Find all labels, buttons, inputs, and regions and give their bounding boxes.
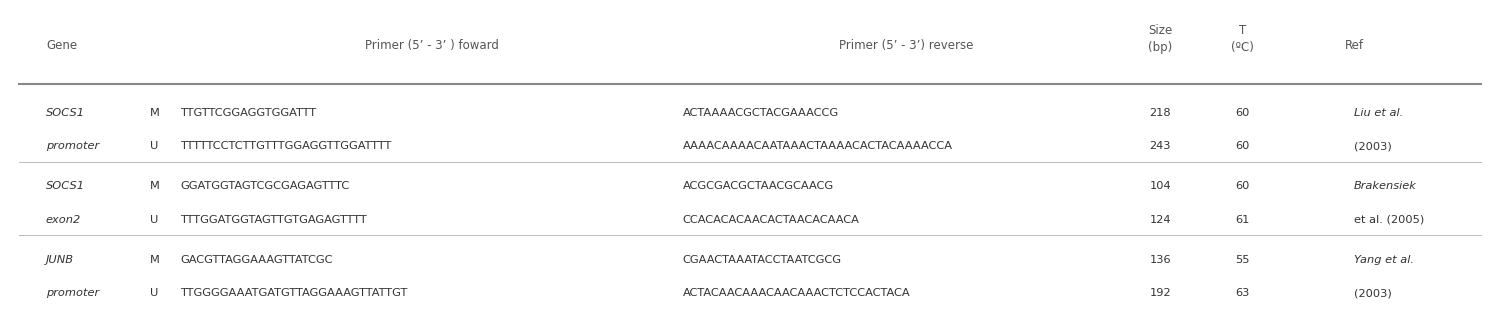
Text: U: U (150, 288, 159, 298)
Text: T
(ºC): T (ºC) (1232, 24, 1254, 54)
Text: Brakensiek: Brakensiek (1354, 181, 1418, 191)
Text: GGATGGTAGTCGCGAGAGTTTC: GGATGGTAGTCGCGAGAGTTTC (180, 181, 350, 191)
Text: (2003): (2003) (1354, 141, 1392, 151)
Text: CGAACTAAATACCTAATCGCG: CGAACTAAATACCTAATCGCG (682, 255, 842, 265)
Text: TTGTTCGGAGGTGGATTT: TTGTTCGGAGGTGGATTT (180, 108, 316, 118)
Text: U: U (150, 215, 159, 225)
Text: TTTGGATGGTAGTTGTGAGAGTTTT: TTTGGATGGTAGTTGTGAGAGTTTT (180, 215, 368, 225)
Text: GACGTTAGGAAAGTTATCGC: GACGTTAGGAAAGTTATCGC (180, 255, 333, 265)
Text: ACTACAACAAACAACAAACTCTCCACTACA: ACTACAACAAACAACAAACTCTCCACTACA (682, 288, 910, 298)
Text: et al. (2005): et al. (2005) (1354, 215, 1425, 225)
Text: CCACACACAACACTAACACAACA: CCACACACAACACTAACACAACA (682, 215, 859, 225)
Text: ACGCGACGCTAACGCAACG: ACGCGACGCTAACGCAACG (682, 181, 834, 191)
Text: Yang et al.: Yang et al. (1354, 255, 1414, 265)
Text: (2003): (2003) (1354, 288, 1392, 298)
Text: U: U (150, 141, 159, 151)
Text: 136: 136 (1149, 255, 1172, 265)
Text: TTTTTCCTCTTGTTTGGAGGTTGGATTTT: TTTTTCCTCTTGTTTGGAGGTTGGATTTT (180, 141, 392, 151)
Text: 60: 60 (1234, 141, 1250, 151)
Text: 218: 218 (1149, 108, 1172, 118)
Text: TTGGGGAAATGATGTTAGGAAAGTTATTGT: TTGGGGAAATGATGTTAGGAAAGTTATTGT (180, 288, 408, 298)
Text: M: M (150, 181, 160, 191)
Text: 60: 60 (1234, 108, 1250, 118)
Text: Primer (5’ - 3’) reverse: Primer (5’ - 3’) reverse (840, 39, 974, 52)
Text: 192: 192 (1149, 288, 1172, 298)
Text: 63: 63 (1234, 288, 1250, 298)
Text: SOCS1: SOCS1 (46, 108, 86, 118)
Text: ACTAAAACGCTACGAAACCG: ACTAAAACGCTACGAAACCG (682, 108, 838, 118)
Text: 104: 104 (1149, 181, 1172, 191)
Text: promoter: promoter (46, 288, 99, 298)
Text: M: M (150, 108, 160, 118)
Text: Liu et al.: Liu et al. (1354, 108, 1404, 118)
Text: SOCS1: SOCS1 (46, 181, 86, 191)
Text: JUNB: JUNB (46, 255, 74, 265)
Text: exon2: exon2 (46, 215, 81, 225)
Text: M: M (150, 255, 160, 265)
Text: Ref: Ref (1344, 39, 1364, 52)
Text: Size
(bp): Size (bp) (1148, 24, 1173, 54)
Text: 124: 124 (1149, 215, 1172, 225)
Text: 243: 243 (1149, 141, 1172, 151)
Text: 61: 61 (1234, 215, 1250, 225)
Text: 55: 55 (1234, 255, 1250, 265)
Text: promoter: promoter (46, 141, 99, 151)
Text: Primer (5’ - 3’ ) foward: Primer (5’ - 3’ ) foward (364, 39, 498, 52)
Text: AAAACAAAACAATAAACTAAAACACTACAAAACCA: AAAACAAAACAATAAACTAAAACACTACAAAACCA (682, 141, 952, 151)
Text: Gene: Gene (46, 39, 76, 52)
Text: 60: 60 (1234, 181, 1250, 191)
